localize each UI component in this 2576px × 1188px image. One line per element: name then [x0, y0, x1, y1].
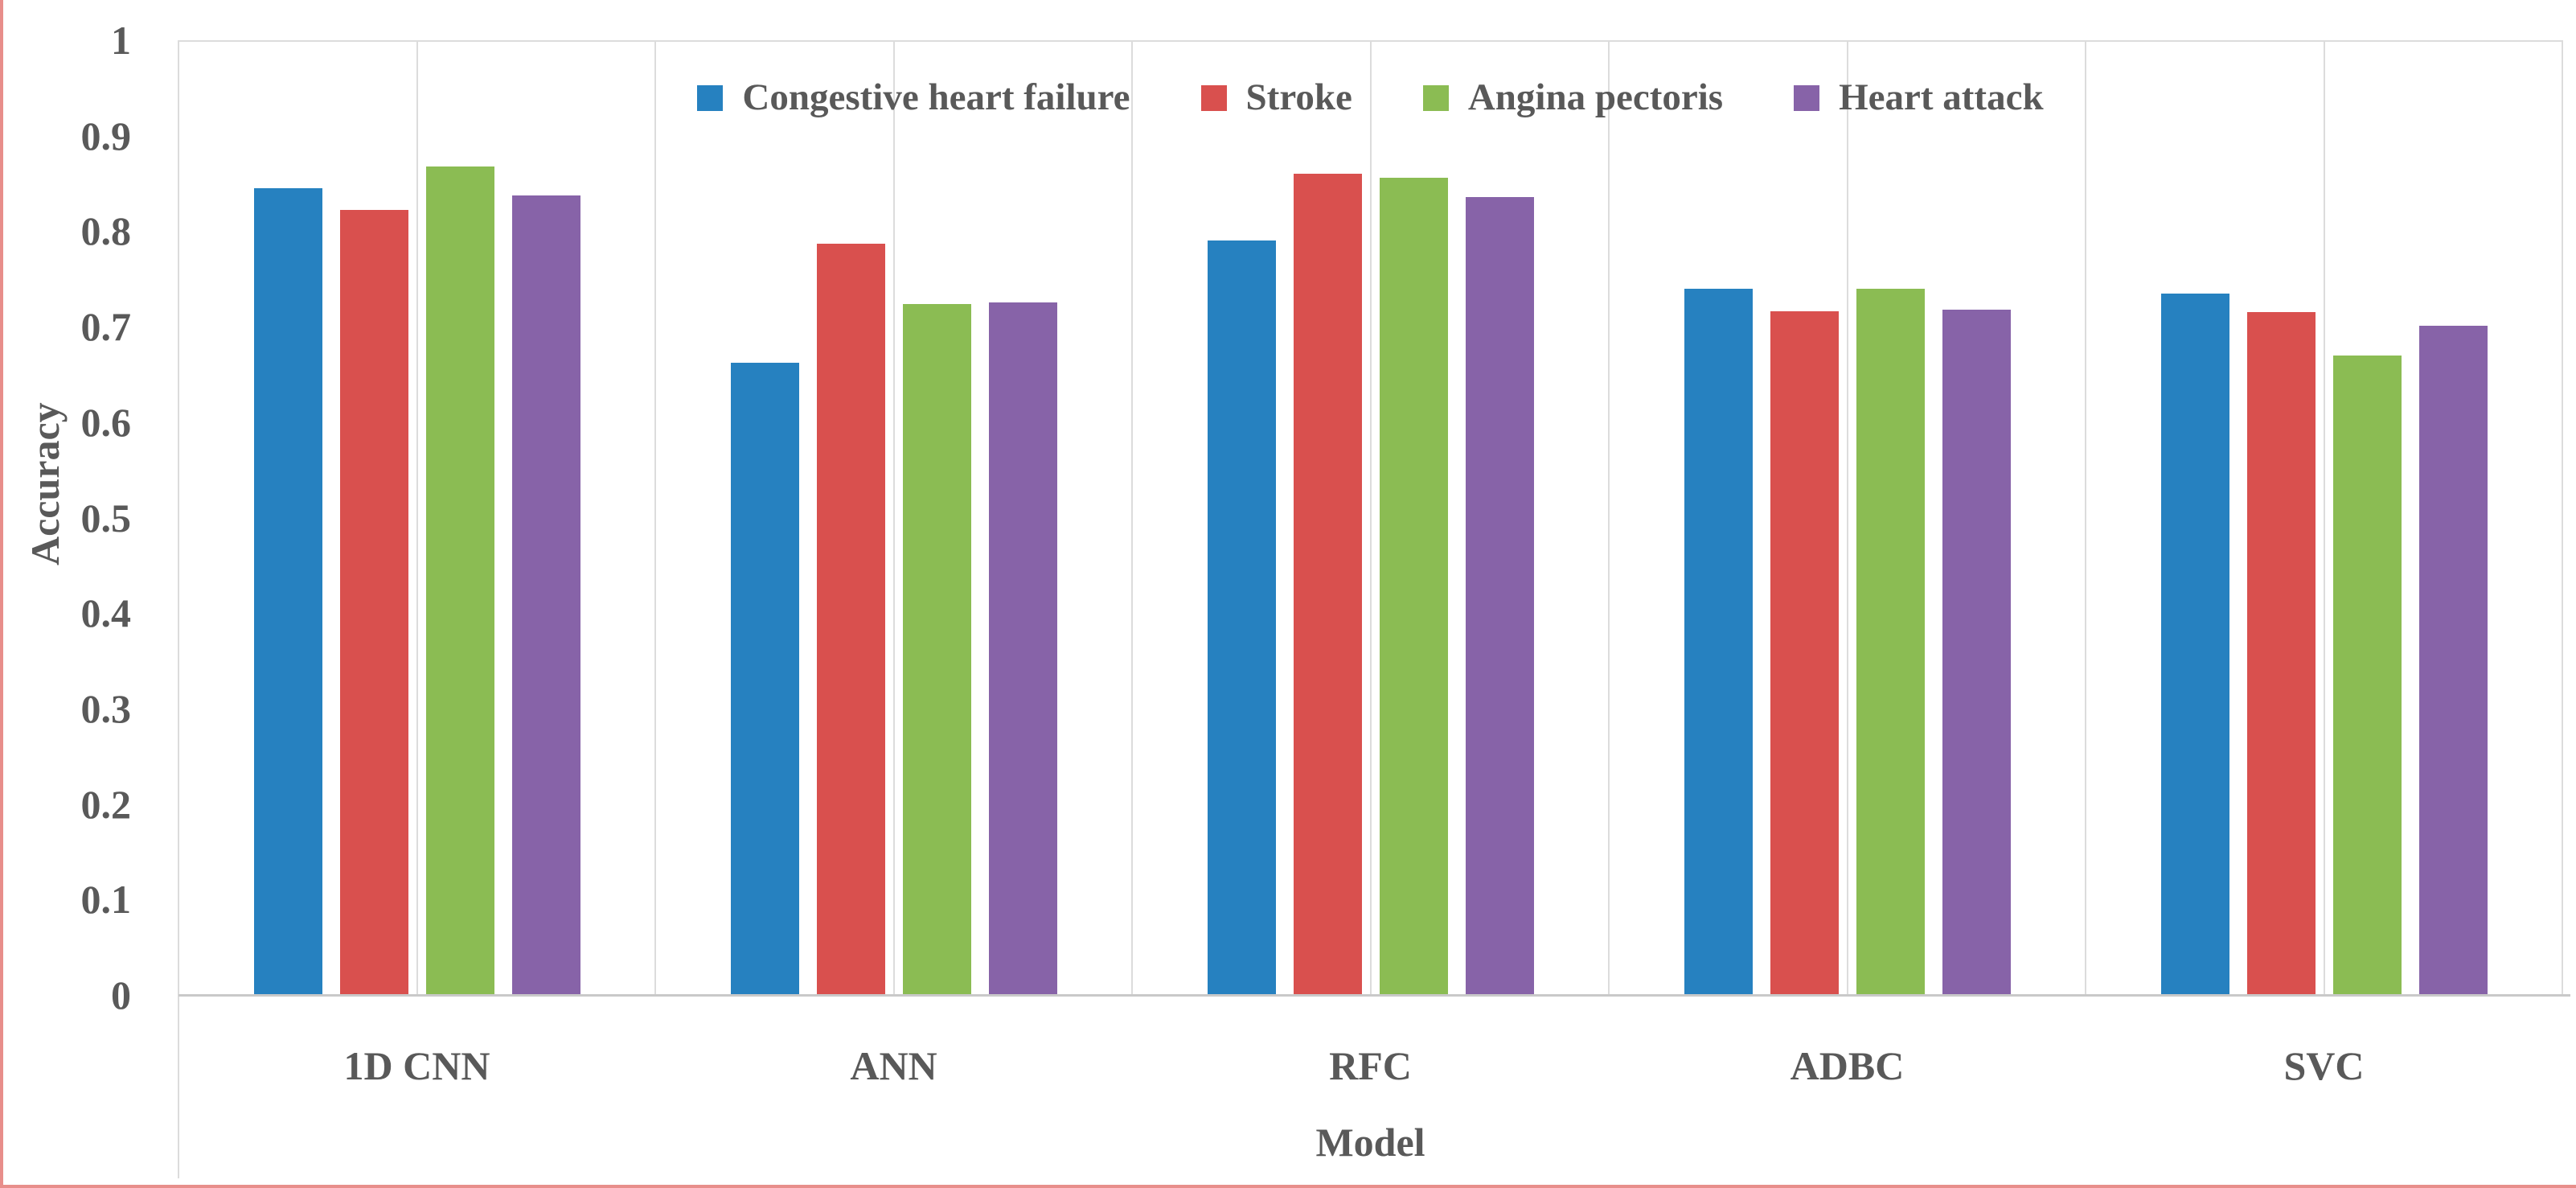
bar-svc-stroke: [2246, 312, 2316, 995]
legend-item-stroke: Stroke: [1200, 76, 1352, 118]
y-tick-label-0.1: 0.1: [80, 877, 132, 923]
vertical-gridline: [1369, 40, 1372, 995]
bar-svc-congestive-heart-failure: [2160, 293, 2229, 995]
x-category-label-1d-cnn: 1D CNN: [343, 1043, 490, 1088]
y-tick-label-0: 0: [111, 972, 131, 1017]
vertical-gridline: [2085, 40, 2086, 995]
bar-1d-cnn-stroke: [339, 210, 408, 995]
bar-1d-cnn-congestive-heart-failure: [253, 187, 322, 995]
y-tick-label-0.2: 0.2: [80, 781, 132, 827]
bar-rfc-stroke: [1293, 174, 1362, 995]
bar-1d-cnn-heart-attack: [511, 195, 580, 995]
legend-swatch-icon: [1794, 84, 1820, 111]
page-edge-bottom: [0, 1185, 2576, 1188]
x-category-label-adbc: ADBC: [1790, 1043, 1905, 1088]
legend-label: Heart attack: [1839, 76, 2044, 118]
bar-ann-angina-pectoris: [902, 303, 971, 995]
legend-item-angina-pectoris: Angina pectoris: [1422, 76, 1724, 118]
chart-legend: Congestive heart failure Stroke Angina pec…: [178, 79, 2562, 117]
legend-label: Stroke: [1245, 76, 1352, 118]
vertical-gridline: [2562, 40, 2563, 995]
vertical-gridline: [178, 40, 179, 995]
y-tick-label-0.6: 0.6: [80, 399, 132, 445]
y-axis-tail: [178, 995, 179, 1178]
bar-ann-stroke: [816, 243, 885, 995]
vertical-gridline: [654, 40, 656, 995]
x-category-label-rfc: RFC: [1329, 1043, 1412, 1088]
bar-rfc-congestive-heart-failure: [1207, 240, 1276, 995]
y-tick-label-0.3: 0.3: [80, 685, 132, 731]
bar-adbc-stroke: [1770, 311, 1839, 995]
bar-1d-cnn-angina-pectoris: [425, 166, 494, 995]
legend-swatch-icon: [1200, 84, 1227, 111]
vertical-gridline: [2323, 40, 2325, 995]
bar-svc-angina-pectoris: [2332, 355, 2402, 995]
y-tick-label-0.7: 0.7: [80, 304, 132, 350]
y-tick-label-1: 1: [111, 18, 131, 63]
bar-adbc-heart-attack: [1942, 309, 2011, 995]
bar-adbc-angina-pectoris: [1856, 288, 1925, 995]
legend-label: Angina pectoris: [1467, 76, 1724, 118]
legend-swatch-icon: [697, 84, 724, 111]
vertical-gridline: [416, 40, 418, 995]
top-gridline: [178, 40, 2562, 42]
vertical-gridline: [1131, 40, 1133, 995]
x-axis-baseline: [178, 994, 2570, 997]
x-category-label-ann: ANN: [850, 1043, 937, 1088]
legend-item-heart-attack: Heart attack: [1794, 76, 2044, 118]
y-tick-label-0.8: 0.8: [80, 208, 132, 254]
x-category-label-svc: SVC: [2283, 1043, 2365, 1088]
y-tick-label-0.9: 0.9: [80, 113, 132, 158]
vertical-gridline: [892, 40, 895, 995]
bar-rfc-heart-attack: [1465, 196, 1534, 995]
bar-adbc-congestive-heart-failure: [1684, 288, 1753, 995]
y-tick-label-0.5: 0.5: [80, 495, 132, 541]
vertical-gridline: [1608, 40, 1610, 995]
legend-swatch-icon: [1422, 84, 1449, 111]
bar-svc-heart-attack: [2418, 325, 2488, 995]
legend-item-congestive-heart-failure: Congestive heart failure: [697, 79, 1130, 117]
bar-rfc-angina-pectoris: [1379, 177, 1448, 995]
x-axis-title: Model: [1315, 1120, 1425, 1165]
legend-label: Congestive heart failure: [742, 76, 1130, 118]
vertical-gridline: [1846, 40, 1848, 995]
y-tick-label-0.4: 0.4: [80, 590, 132, 636]
page-edge-left: [0, 0, 3, 1188]
bar-ann-heart-attack: [988, 302, 1057, 995]
bar-ann-congestive-heart-failure: [730, 363, 799, 995]
